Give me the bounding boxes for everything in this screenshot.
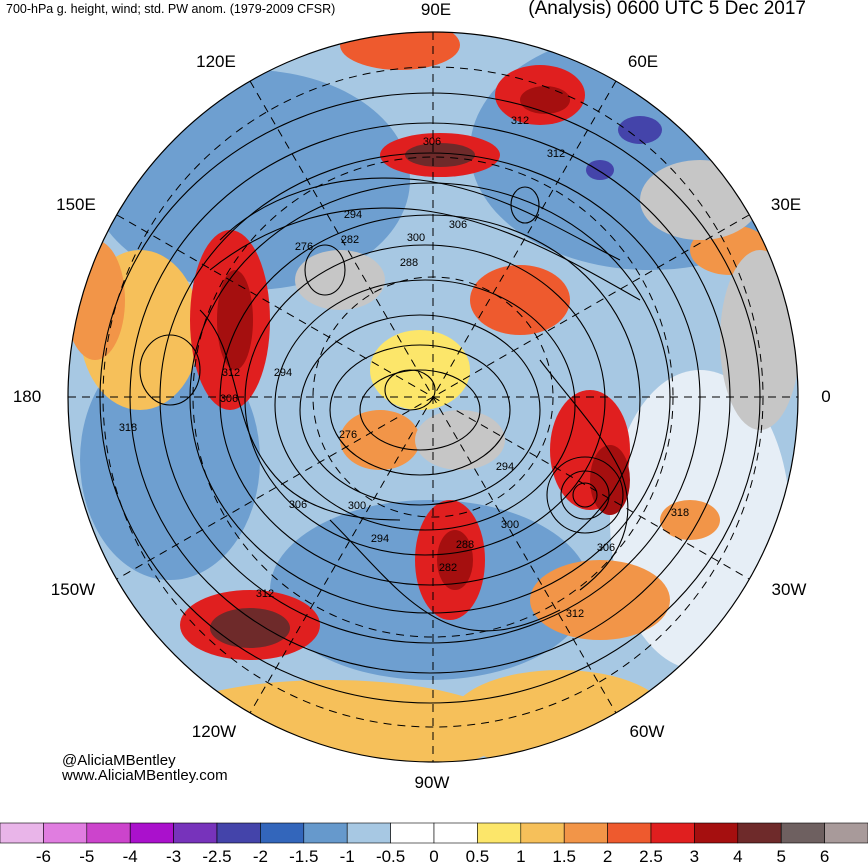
contour-labels: 312 306 312 294 282 276 300 288 306 312 294 306 318 2… bbox=[119, 115, 689, 620]
valid-time: (Analysis) 0600 UTC 5 Dec 2017 bbox=[528, 0, 806, 19]
lon-label-180: 180 bbox=[12, 387, 42, 406]
lon-label-60w: 60W bbox=[629, 722, 665, 741]
contour-label: 306 bbox=[220, 393, 238, 405]
colorbar-tick-label: 1.5 bbox=[552, 847, 576, 865]
colorbar-swatch bbox=[780, 822, 825, 844]
colorbar-swatch bbox=[346, 822, 391, 844]
colorbar-tick-label: -2.5 bbox=[202, 847, 231, 865]
colorbar-tick-label: -5 bbox=[79, 847, 94, 865]
colorbar-swatch bbox=[173, 822, 218, 844]
colorbar-swatch bbox=[520, 822, 565, 844]
credit-name: @AliciaMBentley bbox=[62, 752, 176, 769]
contour-label: 312 bbox=[566, 608, 584, 620]
colorbar-tick-label: 0.5 bbox=[466, 847, 490, 865]
colorbar-swatch bbox=[303, 822, 348, 844]
colorbar-tick-label: -2 bbox=[253, 847, 268, 865]
contour-label: 288 bbox=[456, 539, 474, 551]
colorbar-swatch bbox=[433, 822, 478, 844]
contour-label: 306 bbox=[449, 219, 467, 231]
lon-label-60e: 60E bbox=[627, 52, 659, 71]
colorbar-tick-label: 2 bbox=[603, 847, 612, 865]
contour-label: 306 bbox=[289, 499, 307, 511]
colorbar-tick-label: -1.5 bbox=[289, 847, 318, 865]
lon-label-30w: 30W bbox=[771, 580, 807, 599]
contour-label: 294 bbox=[274, 367, 292, 379]
contour-label: 312 bbox=[511, 115, 529, 127]
contour-label: 312 bbox=[547, 148, 565, 160]
contour-label: 300 bbox=[501, 519, 519, 531]
colorbar-swatch bbox=[650, 822, 695, 844]
colorbar-tick-label: 1 bbox=[516, 847, 525, 865]
polar-map: 312 306 312 294 282 276 300 288 306 312 294 306 318 2… bbox=[67, 31, 799, 763]
colorbar-tick-label: -6 bbox=[36, 847, 51, 865]
colorbar-swatch bbox=[260, 822, 305, 844]
lon-label-90e: 90E bbox=[420, 0, 452, 19]
contour-label: 294 bbox=[371, 533, 389, 545]
lon-label-120e: 120E bbox=[196, 52, 236, 71]
contour-label: 306 bbox=[423, 136, 441, 148]
colorbar-swatch bbox=[216, 822, 261, 844]
colorbar-tick-label: 4 bbox=[733, 847, 742, 865]
contour-label: 300 bbox=[407, 232, 425, 244]
product-title: 700-hPa g. height, wind; std. PW anom. (… bbox=[6, 2, 336, 16]
colorbar-tick-label: 5 bbox=[776, 847, 785, 865]
contour-label: 318 bbox=[671, 507, 689, 519]
colorbar-tick-label: 2.5 bbox=[639, 847, 663, 865]
contour-label: 288 bbox=[400, 257, 418, 269]
colorbar-tick-label: 3 bbox=[690, 847, 699, 865]
lon-label-150e: 150E bbox=[56, 195, 96, 214]
contour-label: 312 bbox=[256, 588, 274, 600]
colorbar-swatch bbox=[129, 822, 174, 844]
colorbar-swatch bbox=[390, 822, 435, 844]
colorbar-swatch bbox=[86, 822, 131, 844]
contour-label: 294 bbox=[496, 461, 514, 473]
colorbar-swatch bbox=[0, 822, 44, 844]
lon-label-120w: 120W bbox=[191, 722, 237, 741]
colorbar-swatch bbox=[824, 822, 868, 844]
colorbar-swatch bbox=[43, 822, 88, 844]
graticule bbox=[68, 32, 798, 762]
colorbar-swatch bbox=[737, 822, 782, 844]
lon-label-30e: 30E bbox=[770, 195, 802, 214]
contour-label: 306 bbox=[597, 542, 615, 554]
colorbar-swatch bbox=[477, 822, 522, 844]
contour-label: 312 bbox=[222, 367, 240, 379]
colorbar-tick-label: 0 bbox=[429, 847, 438, 865]
height-contours bbox=[99, 92, 761, 704]
colorbar-swatch bbox=[563, 822, 608, 844]
pw-anomaly-colorbar: -6 -5 -4 -3 -2.5 -2 -1.5 -1 -0.5 0 0.5 1 1.5 2 2.5 3 4 5 6 bbox=[0, 822, 868, 865]
colorbar-swatch bbox=[607, 822, 652, 844]
colorbar-swatch bbox=[694, 822, 739, 844]
contour-label: 276 bbox=[339, 429, 357, 441]
map-outline bbox=[67, 31, 799, 763]
colorbar-tick-label: -0.5 bbox=[376, 847, 405, 865]
colorbar-tick-label: -1 bbox=[340, 847, 355, 865]
lon-label-150w: 150W bbox=[50, 580, 96, 599]
contour-label: 300 bbox=[348, 500, 366, 512]
contour-label: 294 bbox=[344, 209, 362, 221]
contour-label: 282 bbox=[341, 234, 359, 246]
colorbar-tick-label: 6 bbox=[820, 847, 829, 865]
colorbar-tick-label: -3 bbox=[166, 847, 181, 865]
contour-label: 318 bbox=[119, 422, 137, 434]
credit-website: www.AliciaMBentley.com bbox=[62, 767, 228, 784]
colorbar-tick-label: -4 bbox=[123, 847, 138, 865]
lon-label-90w: 90W bbox=[414, 773, 450, 792]
contour-label: 276 bbox=[295, 241, 313, 253]
lon-label-0: 0 bbox=[821, 387, 831, 406]
contour-label: 282 bbox=[439, 562, 457, 574]
